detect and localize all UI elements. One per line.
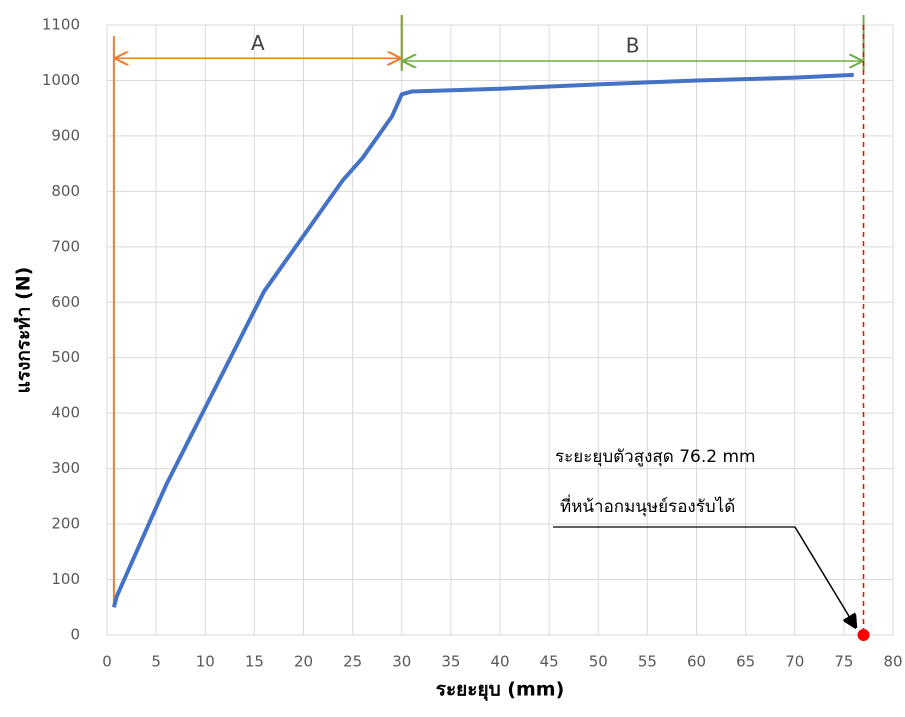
- y-tick-label: 900: [51, 126, 80, 144]
- y-tick-label: 0: [70, 626, 80, 644]
- data-line: [111, 72, 854, 608]
- x-tick-label: 45: [540, 653, 559, 671]
- x-tick-label: 10: [196, 653, 215, 671]
- x-tick-label: 60: [687, 653, 706, 671]
- y-tick-label: 800: [51, 182, 80, 200]
- x-tick-label: 15: [245, 653, 264, 671]
- annotation: ระยะยุบตัวสูงสุด 76.2 mm: [555, 447, 756, 467]
- x-tick-label: 20: [294, 653, 313, 671]
- x-tick-label: 25: [343, 653, 362, 671]
- x-tick-label: 80: [883, 653, 902, 671]
- region-label: A: [251, 31, 265, 55]
- x-tick-label: 50: [589, 653, 608, 671]
- limit-point: [857, 629, 870, 641]
- x-tick-label: 0: [102, 653, 112, 671]
- region-label: B: [626, 34, 640, 58]
- annotation: ที่หน้าอกมนุษย์รองรับได้: [560, 494, 735, 517]
- y-tick-label: 300: [51, 459, 80, 477]
- x-axis-title: ระยะยุบ (mm): [436, 679, 565, 702]
- y-tick-label: 400: [51, 404, 80, 422]
- y-tick-label: 700: [51, 237, 80, 255]
- x-tick-label: 70: [785, 653, 804, 671]
- y-tick-label: 1100: [42, 16, 80, 34]
- x-tick-label: 55: [638, 653, 657, 671]
- y-tick-label: 1000: [42, 71, 80, 89]
- x-tick-label: 75: [834, 653, 853, 671]
- x-tick-label: 5: [151, 653, 161, 671]
- x-tick-label: 40: [490, 653, 509, 671]
- y-axis-title: แรงกระทำ (N): [13, 267, 35, 394]
- x-tick-label: 30: [392, 653, 411, 671]
- y-tick-label: 500: [51, 348, 80, 366]
- y-tick-label: 100: [51, 570, 80, 588]
- x-tick-label: 35: [441, 653, 460, 671]
- annotation-arrow: [794, 526, 856, 627]
- x-tick-label: 65: [736, 653, 755, 671]
- y-tick-label: 600: [51, 293, 80, 311]
- y-tick-label: 200: [51, 515, 80, 533]
